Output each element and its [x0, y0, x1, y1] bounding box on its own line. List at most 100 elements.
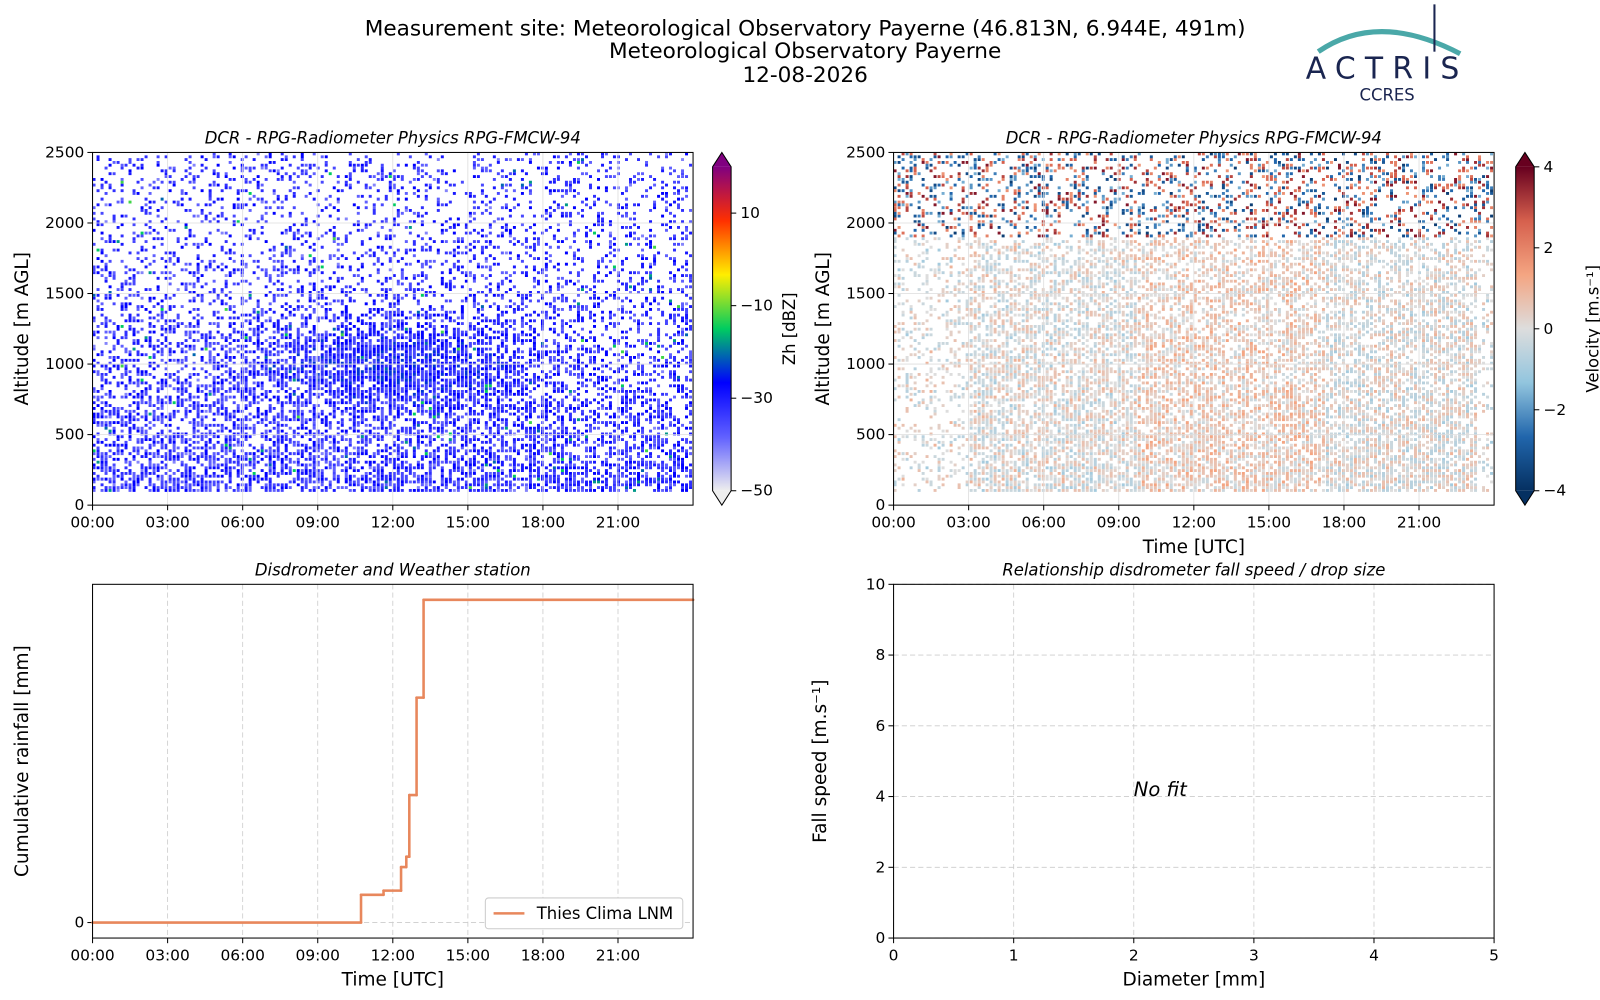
- y-axis-label: Altitude [m AGL]: [12, 252, 33, 405]
- x-tick-label: 06:00: [220, 947, 264, 965]
- colorbar-label: Velocity [m.s⁻¹]: [1583, 265, 1600, 393]
- x-axis-label: Time [UTC]: [341, 970, 444, 991]
- radar-texture: [120, 180, 681, 489]
- y-tick-label: 2500: [846, 143, 885, 161]
- x-axis-label: Time [UTC]: [1142, 537, 1245, 558]
- colorbar-tick-label: 10: [740, 204, 760, 222]
- logo: ACTRIS CCRES: [1306, 4, 1469, 104]
- y-tick-label: 4: [876, 788, 886, 806]
- x-tick-label: 21:00: [1397, 514, 1441, 532]
- colorbar-tick-label: 2: [1543, 239, 1553, 257]
- x-tick-label: 18:00: [521, 947, 565, 965]
- y-tick-label: 1000: [846, 355, 885, 373]
- y-axis-label: Cumulative rainfall [mm]: [12, 645, 33, 877]
- y-tick-label: 0: [75, 914, 85, 932]
- x-tick-label: 06:00: [1021, 514, 1065, 532]
- header-line: Measurement site: Meteorological Observa…: [365, 17, 1246, 42]
- x-tick-label: 15:00: [1247, 514, 1291, 532]
- y-tick-label: 1000: [45, 355, 84, 373]
- y-tick-label: 0: [75, 496, 85, 514]
- radar-texture: [893, 237, 1494, 492]
- x-tick-label: 00:00: [70, 947, 114, 965]
- y-tick-label: 2: [876, 858, 886, 876]
- y-tick-label: 500: [856, 426, 885, 444]
- colorbar-extension: [1515, 152, 1535, 167]
- x-tick-label: 03:00: [946, 514, 990, 532]
- legend-label: Thies Clima LNM: [536, 904, 673, 923]
- y-tick-label: 2000: [846, 214, 885, 232]
- radar-texture: [1313, 228, 1317, 232]
- x-tick-label: 21:00: [596, 514, 640, 532]
- x-tick-label: 15:00: [446, 947, 490, 965]
- x-tick-label: 0: [889, 947, 899, 965]
- colorbar-extension: [1515, 490, 1535, 506]
- plot-frame: [893, 151, 1495, 506]
- colorbar-extension: [712, 490, 732, 506]
- x-tick-label: 12:00: [371, 514, 415, 532]
- radar-texture: [893, 237, 1494, 492]
- x-tick-label: 03:00: [145, 514, 189, 532]
- x-tick-label: 2: [1129, 947, 1139, 965]
- logo-sub: CCRES: [1360, 85, 1415, 104]
- x-tick-label: 06:00: [220, 514, 264, 532]
- y-tick-label: 2000: [45, 214, 84, 232]
- x-tick-label: 00:00: [70, 514, 114, 532]
- colorbar-extension: [712, 152, 732, 167]
- panel-title: Relationship disdrometer fall speed / dr…: [1002, 560, 1385, 579]
- x-tick-label: 03:00: [145, 947, 189, 965]
- radar-texture: [893, 237, 1490, 492]
- y-tick-label: 0: [876, 929, 886, 947]
- x-tick-label: 12:00: [1172, 514, 1216, 532]
- y-tick-label: 1500: [846, 285, 885, 303]
- colorbar-tick-label: 0: [1543, 320, 1553, 338]
- x-tick-label: 5: [1489, 947, 1499, 965]
- logo-arc: [1316, 29, 1462, 57]
- radar-texture: [92, 152, 693, 492]
- radar-texture: [897, 152, 1494, 238]
- x-tick-label: 00:00: [871, 514, 915, 532]
- x-tick-label: 09:00: [1097, 514, 1141, 532]
- colorbar: [1515, 166, 1535, 491]
- colorbar-tick-label: 4: [1543, 158, 1553, 176]
- x-tick-label: 09:00: [296, 514, 340, 532]
- y-tick-label: 2500: [45, 143, 84, 161]
- x-tick-label: 21:00: [596, 947, 640, 965]
- header-line: Meteorological Observatory Payerne: [609, 39, 1001, 64]
- panel-title: DCR - RPG-Radiometer Physics RPG-FMCW-94: [1006, 129, 1382, 148]
- y-tick-label: 0: [876, 496, 886, 514]
- radar-texture: [1137, 237, 1321, 492]
- plot-frame: [92, 583, 694, 939]
- annotation: No fit: [1134, 778, 1188, 801]
- radar-texture: [905, 152, 1490, 238]
- radar-texture: [901, 155, 1494, 238]
- x-tick-label: 18:00: [521, 514, 565, 532]
- panel-title: DCR - RPG-Radiometer Physics RPG-FMCW-94: [205, 129, 581, 148]
- y-axis-label: Fall speed [m.s⁻¹]: [810, 679, 831, 842]
- x-tick-label: 4: [1369, 947, 1379, 965]
- y-tick-label: 500: [55, 426, 84, 444]
- plot-frame: [893, 583, 1495, 939]
- y-tick-label: 6: [876, 717, 886, 735]
- x-tick-label: 15:00: [446, 514, 490, 532]
- radar-texture: [272, 327, 504, 405]
- x-tick-label: 18:00: [1322, 514, 1366, 532]
- x-tick-label: 3: [1249, 947, 1259, 965]
- panel-title: Disdrometer and Weather station: [255, 560, 531, 579]
- y-tick-label: 8: [876, 646, 886, 664]
- colorbar-tick-label: −10: [740, 297, 773, 315]
- legend-box: [484, 897, 684, 930]
- colorbar: [712, 166, 732, 491]
- colorbar-tick-label: −2: [1543, 401, 1566, 419]
- colorbar-tick-label: −30: [740, 389, 773, 407]
- logo-name: ACTRIS: [1306, 52, 1469, 87]
- colorbar-label: Zh [dBZ]: [780, 292, 799, 365]
- colorbar-tick-label: −50: [740, 482, 773, 500]
- x-tick-label: 1: [1009, 947, 1019, 965]
- x-tick-label: 09:00: [296, 947, 340, 965]
- colorbar-tick-label: −4: [1543, 482, 1566, 500]
- y-tick-label: 10: [866, 575, 886, 593]
- x-tick-label: 12:00: [371, 947, 415, 965]
- y-tick-label: 1500: [45, 285, 84, 303]
- y-axis-label: Altitude [m AGL]: [813, 252, 834, 405]
